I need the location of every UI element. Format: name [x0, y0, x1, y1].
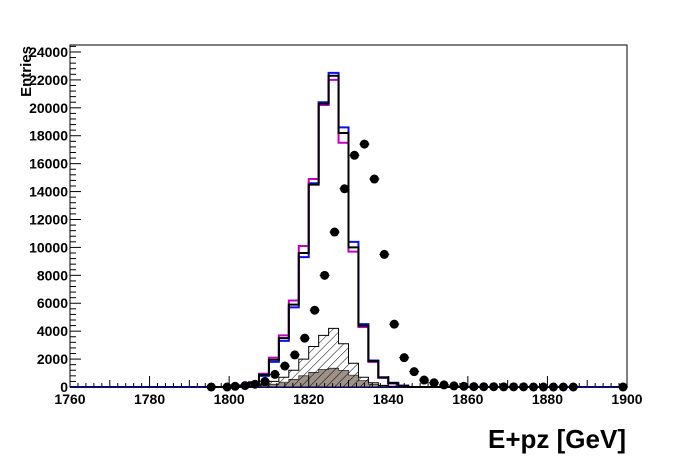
data-point: [270, 369, 280, 379]
data-point: [310, 305, 320, 315]
data-point: [419, 375, 429, 385]
data-point: [300, 333, 310, 343]
y-tick-label: 14000: [29, 184, 68, 200]
y-tick-label: 2000: [37, 351, 68, 367]
data-point: [280, 361, 290, 371]
data-point: [409, 367, 419, 377]
data-point: [230, 381, 240, 391]
y-tick-label: 8000: [37, 267, 68, 283]
y-tick-label: 0: [60, 379, 68, 395]
y-tick-label: 20000: [29, 100, 68, 116]
data-point: [369, 174, 379, 184]
series-step-2: [209, 74, 468, 388]
x-tick-label: 1820: [293, 391, 324, 407]
x-tick-label: 1800: [214, 391, 245, 407]
data-point: [459, 381, 469, 391]
y-tick-label: 24000: [29, 44, 68, 60]
data-point: [290, 350, 300, 360]
y-tick-label: 4000: [37, 323, 68, 339]
x-axis-title: E+pz [GeV]: [488, 424, 626, 454]
data-point: [359, 139, 369, 149]
data-point: [320, 270, 330, 280]
y-axis-title: Entries: [18, 46, 35, 97]
y-tick-label: 22000: [29, 72, 68, 88]
data-point: [340, 184, 350, 194]
data-point: [330, 227, 340, 237]
y-tick-label: 18000: [29, 128, 68, 144]
y-tick-label: 10000: [29, 239, 68, 255]
x-tick-label: 1900: [611, 391, 642, 407]
series-layer: [70, 71, 627, 388]
y-tick-label: 6000: [37, 295, 68, 311]
data-point: [379, 249, 389, 259]
x-tick-label: 1880: [532, 391, 563, 407]
x-tick-label: 1860: [452, 391, 483, 407]
y-tick-label: 12000: [29, 211, 68, 227]
x-tick-label: 1840: [373, 391, 404, 407]
data-point: [429, 378, 439, 388]
axes-layer: 1760 1780 1800 1820 1840 1860 1880 1900 0 2000 400…: [29, 44, 643, 407]
x-tick-label: 1760: [54, 391, 85, 407]
series-hatched: [209, 327, 468, 388]
data-point: [260, 376, 270, 386]
data-point: [389, 319, 399, 329]
data-points-layer: [206, 139, 629, 392]
y-tick-label: 16000: [29, 156, 68, 172]
x-tick-label: 1780: [134, 391, 165, 407]
data-point: [399, 353, 409, 363]
data-point: [349, 150, 359, 160]
data-point: [449, 381, 459, 391]
